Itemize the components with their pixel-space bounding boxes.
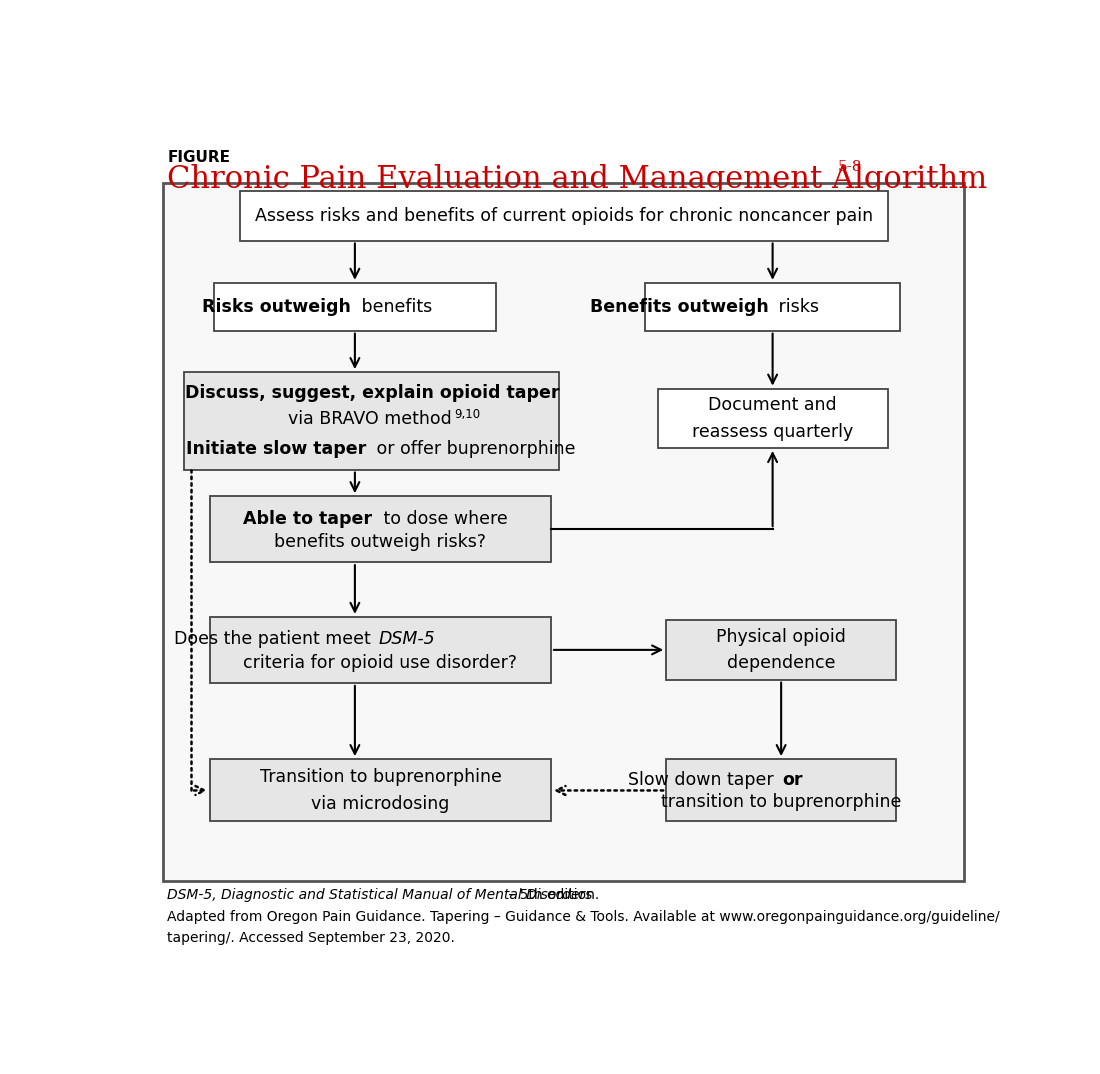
Text: via BRAVO method: via BRAVO method [287,410,451,427]
Text: benefits outweigh risks?: benefits outweigh risks? [275,534,486,551]
FancyBboxPatch shape [214,282,495,331]
Text: Transition to buprenorphine
via microdosing: Transition to buprenorphine via microdos… [260,768,502,813]
FancyBboxPatch shape [210,616,551,683]
Text: – 5th edition.: – 5th edition. [504,888,600,902]
FancyBboxPatch shape [210,496,551,562]
Text: Does the patient meet: Does the patient meet [174,630,376,649]
Text: or: or [782,771,803,789]
Text: Assess risks and benefits of current opioids for chronic noncancer pain: Assess risks and benefits of current opi… [255,206,872,224]
FancyBboxPatch shape [163,183,965,882]
Text: Able to taper: Able to taper [243,510,372,528]
Text: transition to buprenorphine: transition to buprenorphine [661,793,901,811]
Text: Risks outweigh: Risks outweigh [201,297,351,316]
Text: DSM-5, Diagnostic and Statistical Manual of Mental Disorders: DSM-5, Diagnostic and Statistical Manual… [167,888,593,902]
Text: Benefits outweigh: Benefits outweigh [590,297,768,316]
Text: 9,10: 9,10 [454,408,480,421]
Text: FIGURE: FIGURE [167,149,230,164]
FancyBboxPatch shape [185,372,560,469]
Text: 5-8: 5-8 [837,160,861,174]
Text: tapering/. Accessed September 23, 2020.: tapering/. Accessed September 23, 2020. [167,931,455,945]
Text: Slow down taper: Slow down taper [628,771,780,789]
FancyBboxPatch shape [645,282,901,331]
Text: criteria for opioid use disorder?: criteria for opioid use disorder? [243,654,517,672]
Text: or offer buprenorphine: or offer buprenorphine [371,440,575,459]
Text: DSM-5: DSM-5 [378,630,436,649]
FancyBboxPatch shape [240,191,888,241]
FancyBboxPatch shape [666,759,896,822]
Text: Physical opioid
dependence: Physical opioid dependence [716,627,846,672]
Text: Chronic Pain Evaluation and Management Algorithm: Chronic Pain Evaluation and Management A… [167,163,988,194]
Text: risks: risks [773,297,820,316]
Text: Initiate slow taper: Initiate slow taper [186,440,366,459]
Text: Adapted from Oregon Pain Guidance. Tapering – Guidance & Tools. Available at www: Adapted from Oregon Pain Guidance. Taper… [167,911,1000,925]
Text: Discuss, suggest, explain opioid taper: Discuss, suggest, explain opioid taper [185,383,559,402]
FancyBboxPatch shape [658,389,888,448]
Text: to dose where: to dose where [378,510,508,528]
Text: Document and
reassess quarterly: Document and reassess quarterly [692,396,854,440]
FancyBboxPatch shape [666,620,896,680]
FancyBboxPatch shape [210,759,551,822]
Text: benefits: benefits [355,297,432,316]
